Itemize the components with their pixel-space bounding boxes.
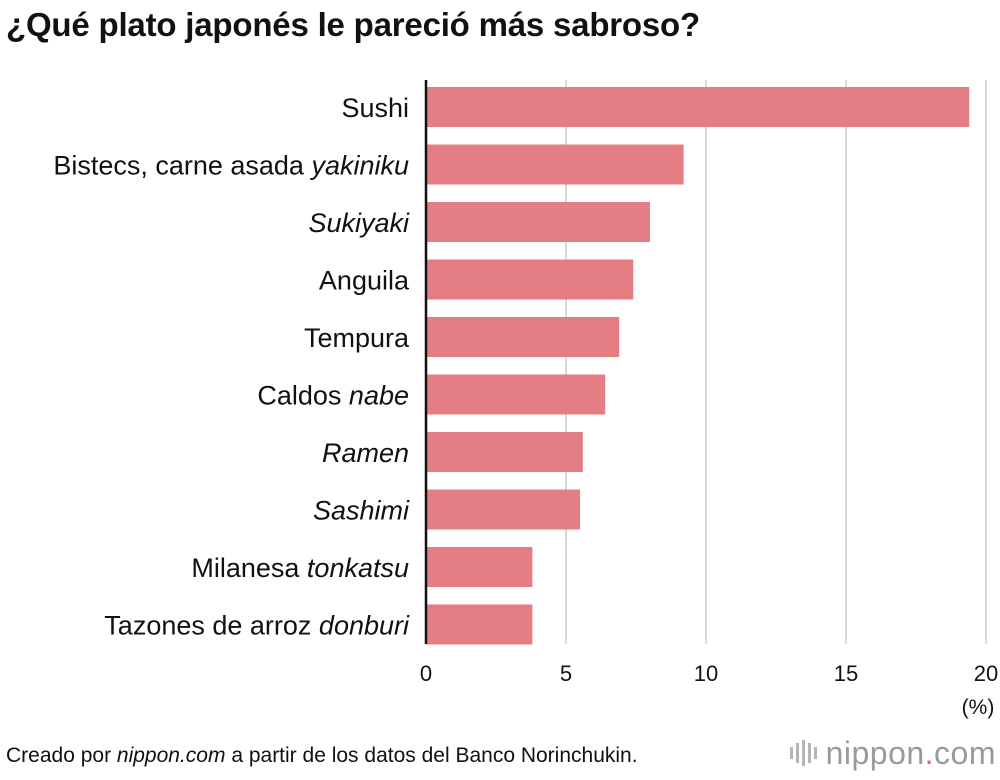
brand-tld: com bbox=[934, 734, 996, 771]
brand-logo: nippon. com bbox=[788, 733, 996, 773]
category-label-italic: Sukiyaki bbox=[308, 208, 410, 238]
category-label: Caldos nabe bbox=[257, 381, 409, 411]
x-axis-unit: (%) bbox=[962, 696, 995, 719]
category-label-italic: nabe bbox=[349, 381, 409, 411]
source-prefix: Creado por bbox=[6, 744, 117, 767]
x-tick-label: 20 bbox=[974, 661, 998, 686]
category-label-text: Anguila bbox=[319, 266, 410, 296]
bar bbox=[426, 604, 533, 645]
bar bbox=[426, 202, 650, 242]
category-label-italic: Sashimi bbox=[313, 496, 410, 526]
brand-dot: . bbox=[924, 734, 935, 771]
category-label-text: Bistecs, carne asada bbox=[53, 151, 311, 181]
bar bbox=[426, 144, 684, 185]
bar bbox=[426, 259, 634, 300]
bar bbox=[426, 547, 533, 587]
category-label: Tempura bbox=[304, 323, 410, 353]
category-label-italic: tonkatsu bbox=[307, 553, 409, 583]
x-tick-label: 5 bbox=[560, 661, 572, 686]
bar bbox=[426, 489, 580, 530]
category-label-italic: yakiniku bbox=[309, 151, 409, 181]
category-labels: Sushi Bistecs, carne asada yakiniku Sukiya… bbox=[53, 93, 410, 641]
x-tick-label: 10 bbox=[694, 661, 718, 686]
category-label-text: Sushi bbox=[341, 93, 409, 123]
brand-name: nippon bbox=[825, 734, 925, 771]
x-axis-ticks: 0 5 10 15 20 bbox=[420, 661, 998, 686]
bars bbox=[426, 87, 970, 645]
category-label: Milanesa tonkatsu bbox=[191, 553, 409, 583]
x-tick-label: 0 bbox=[420, 661, 432, 686]
source-suffix: a partir de los datos del Banco Norinchu… bbox=[225, 744, 638, 767]
source-note: Creado por nippon.com a partir de los da… bbox=[6, 744, 638, 768]
category-label-text: Caldos bbox=[257, 381, 349, 411]
category-label: Anguila bbox=[319, 266, 410, 296]
category-label-text: Tempura bbox=[304, 323, 410, 353]
bar bbox=[426, 374, 606, 415]
category-label: Bistecs, carne asada yakiniku bbox=[53, 151, 409, 181]
category-label: Sukiyaki bbox=[308, 208, 410, 238]
bar bbox=[426, 87, 970, 127]
bar bbox=[426, 432, 583, 472]
category-label-italic: donburi bbox=[319, 611, 410, 641]
x-tick-label: 15 bbox=[834, 661, 858, 686]
category-label-italic: Ramen bbox=[322, 438, 409, 468]
bar bbox=[426, 317, 620, 357]
category-label-text: Milanesa bbox=[191, 553, 307, 583]
category-label: Sushi bbox=[341, 93, 409, 123]
nippon-logo-icon bbox=[789, 740, 817, 766]
category-label-text: Tazones de arroz bbox=[104, 611, 319, 641]
category-label: Sashimi bbox=[313, 496, 410, 526]
category-label: Ramen bbox=[322, 438, 409, 468]
category-label: Tazones de arroz donburi bbox=[104, 611, 410, 641]
chart-title: ¿Qué plato japonés le pareció más sabros… bbox=[6, 6, 700, 43]
source-italic: nippon.com bbox=[116, 744, 226, 767]
